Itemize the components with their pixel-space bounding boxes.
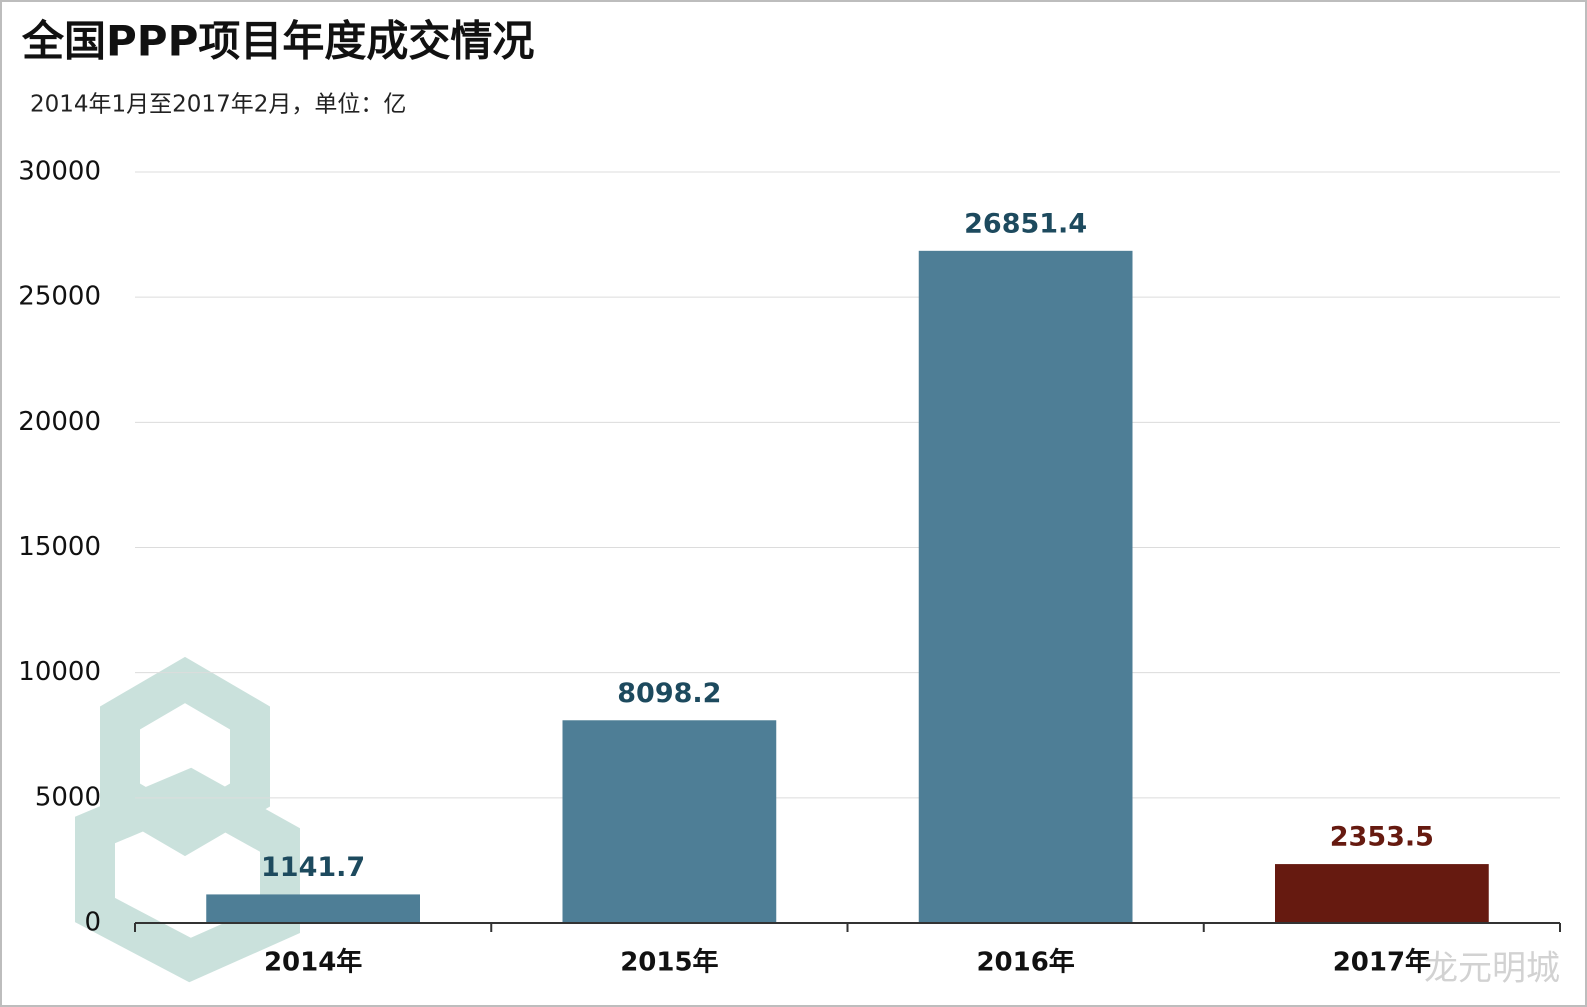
watermark: 龙元明城: [1424, 949, 1560, 989]
x-tick-label: 2015年: [620, 947, 718, 978]
value-label: 8098.2: [617, 678, 721, 709]
y-tick-label: 0: [84, 908, 101, 938]
y-tick-label: 15000: [18, 532, 101, 562]
value-label: 1141.7: [261, 852, 365, 883]
value-label: 2353.5: [1330, 822, 1434, 853]
y-tick-label: 25000: [18, 282, 101, 312]
y-tick-label: 10000: [18, 657, 101, 687]
y-tick-label: 30000: [18, 157, 101, 187]
chart-subtitle: 2014年1月至2017年2月，单位：亿: [30, 92, 406, 118]
chart-title: 全国PPP项目年度成交情况: [21, 17, 534, 66]
x-tick-label: 2017年: [1333, 947, 1431, 978]
y-tick-label: 20000: [18, 407, 101, 437]
value-label: 26851.4: [964, 208, 1087, 239]
watermark-logo: [75, 656, 300, 983]
bar: [1275, 864, 1489, 923]
x-tick-label: 2014年: [264, 947, 362, 978]
bar: [918, 250, 1133, 923]
y-tick-label: 5000: [35, 782, 101, 812]
x-tick-label: 2016年: [976, 947, 1074, 978]
bar: [206, 894, 420, 923]
bar: [562, 720, 777, 923]
